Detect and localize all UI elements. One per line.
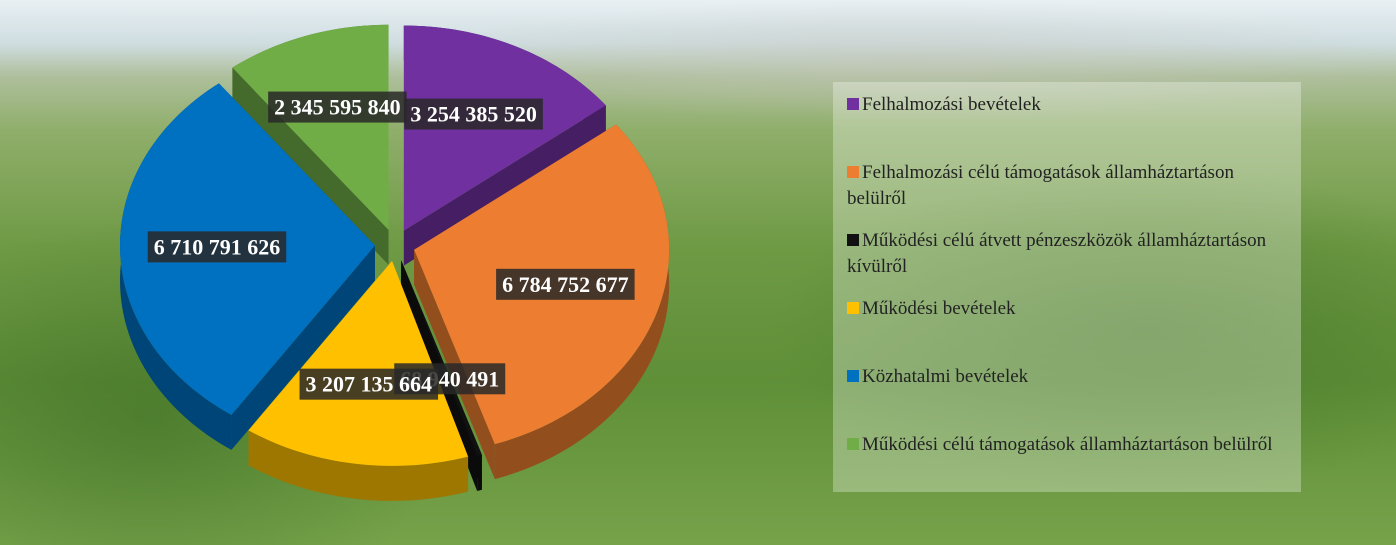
legend-swatch <box>847 166 859 178</box>
legend-label: Működési bevételek <box>862 298 1016 319</box>
data-label-text: 6 784 752 677 <box>502 272 629 297</box>
legend-label: Működési célú támogatások államháztartás… <box>862 434 1273 455</box>
legend-item: Működési bevételek <box>847 296 1287 322</box>
legend-item: Felhalmozási bevételek <box>847 92 1287 118</box>
data-label: 6 784 752 677 <box>496 269 635 300</box>
legend: Felhalmozási bevételek Felhalmozási célú … <box>833 82 1301 492</box>
slice-face <box>477 455 482 491</box>
legend-swatch <box>847 370 859 382</box>
data-label-text: 2 345 595 840 <box>274 95 401 120</box>
data-label: 6 710 791 626 <box>148 231 287 262</box>
data-label-text: 6 710 791 626 <box>154 234 281 259</box>
data-label: 2 345 595 840 <box>268 92 407 123</box>
data-label: 3 207 135 664 <box>300 369 439 400</box>
data-label: 3 254 385 520 <box>404 99 543 130</box>
legend-label: Működési célú átvett pénzeszközök államh… <box>847 230 1266 277</box>
legend-swatch <box>847 438 859 450</box>
page: 2 345 595 840 3 254 385 520 6 710 791 626 6… <box>0 0 1396 545</box>
legend-label: Felhalmozási bevételek <box>862 94 1041 115</box>
legend-item: Működési célú átvett pénzeszközök államh… <box>847 228 1287 280</box>
legend-item: Felhalmozási célú támogatások államházta… <box>847 160 1287 212</box>
data-label-text: 3 254 385 520 <box>410 102 537 127</box>
legend-label: Felhalmozási célú támogatások államházta… <box>847 162 1234 209</box>
legend-item: Közhatalmi bevételek <box>847 364 1287 390</box>
legend-swatch <box>847 234 859 246</box>
legend-swatch <box>847 302 859 314</box>
legend-item: Működési célú támogatások államháztartás… <box>847 432 1287 458</box>
legend-label: Közhatalmi bevételek <box>862 366 1028 387</box>
data-label-text: 3 207 135 664 <box>306 372 433 397</box>
legend-swatch <box>847 98 859 110</box>
